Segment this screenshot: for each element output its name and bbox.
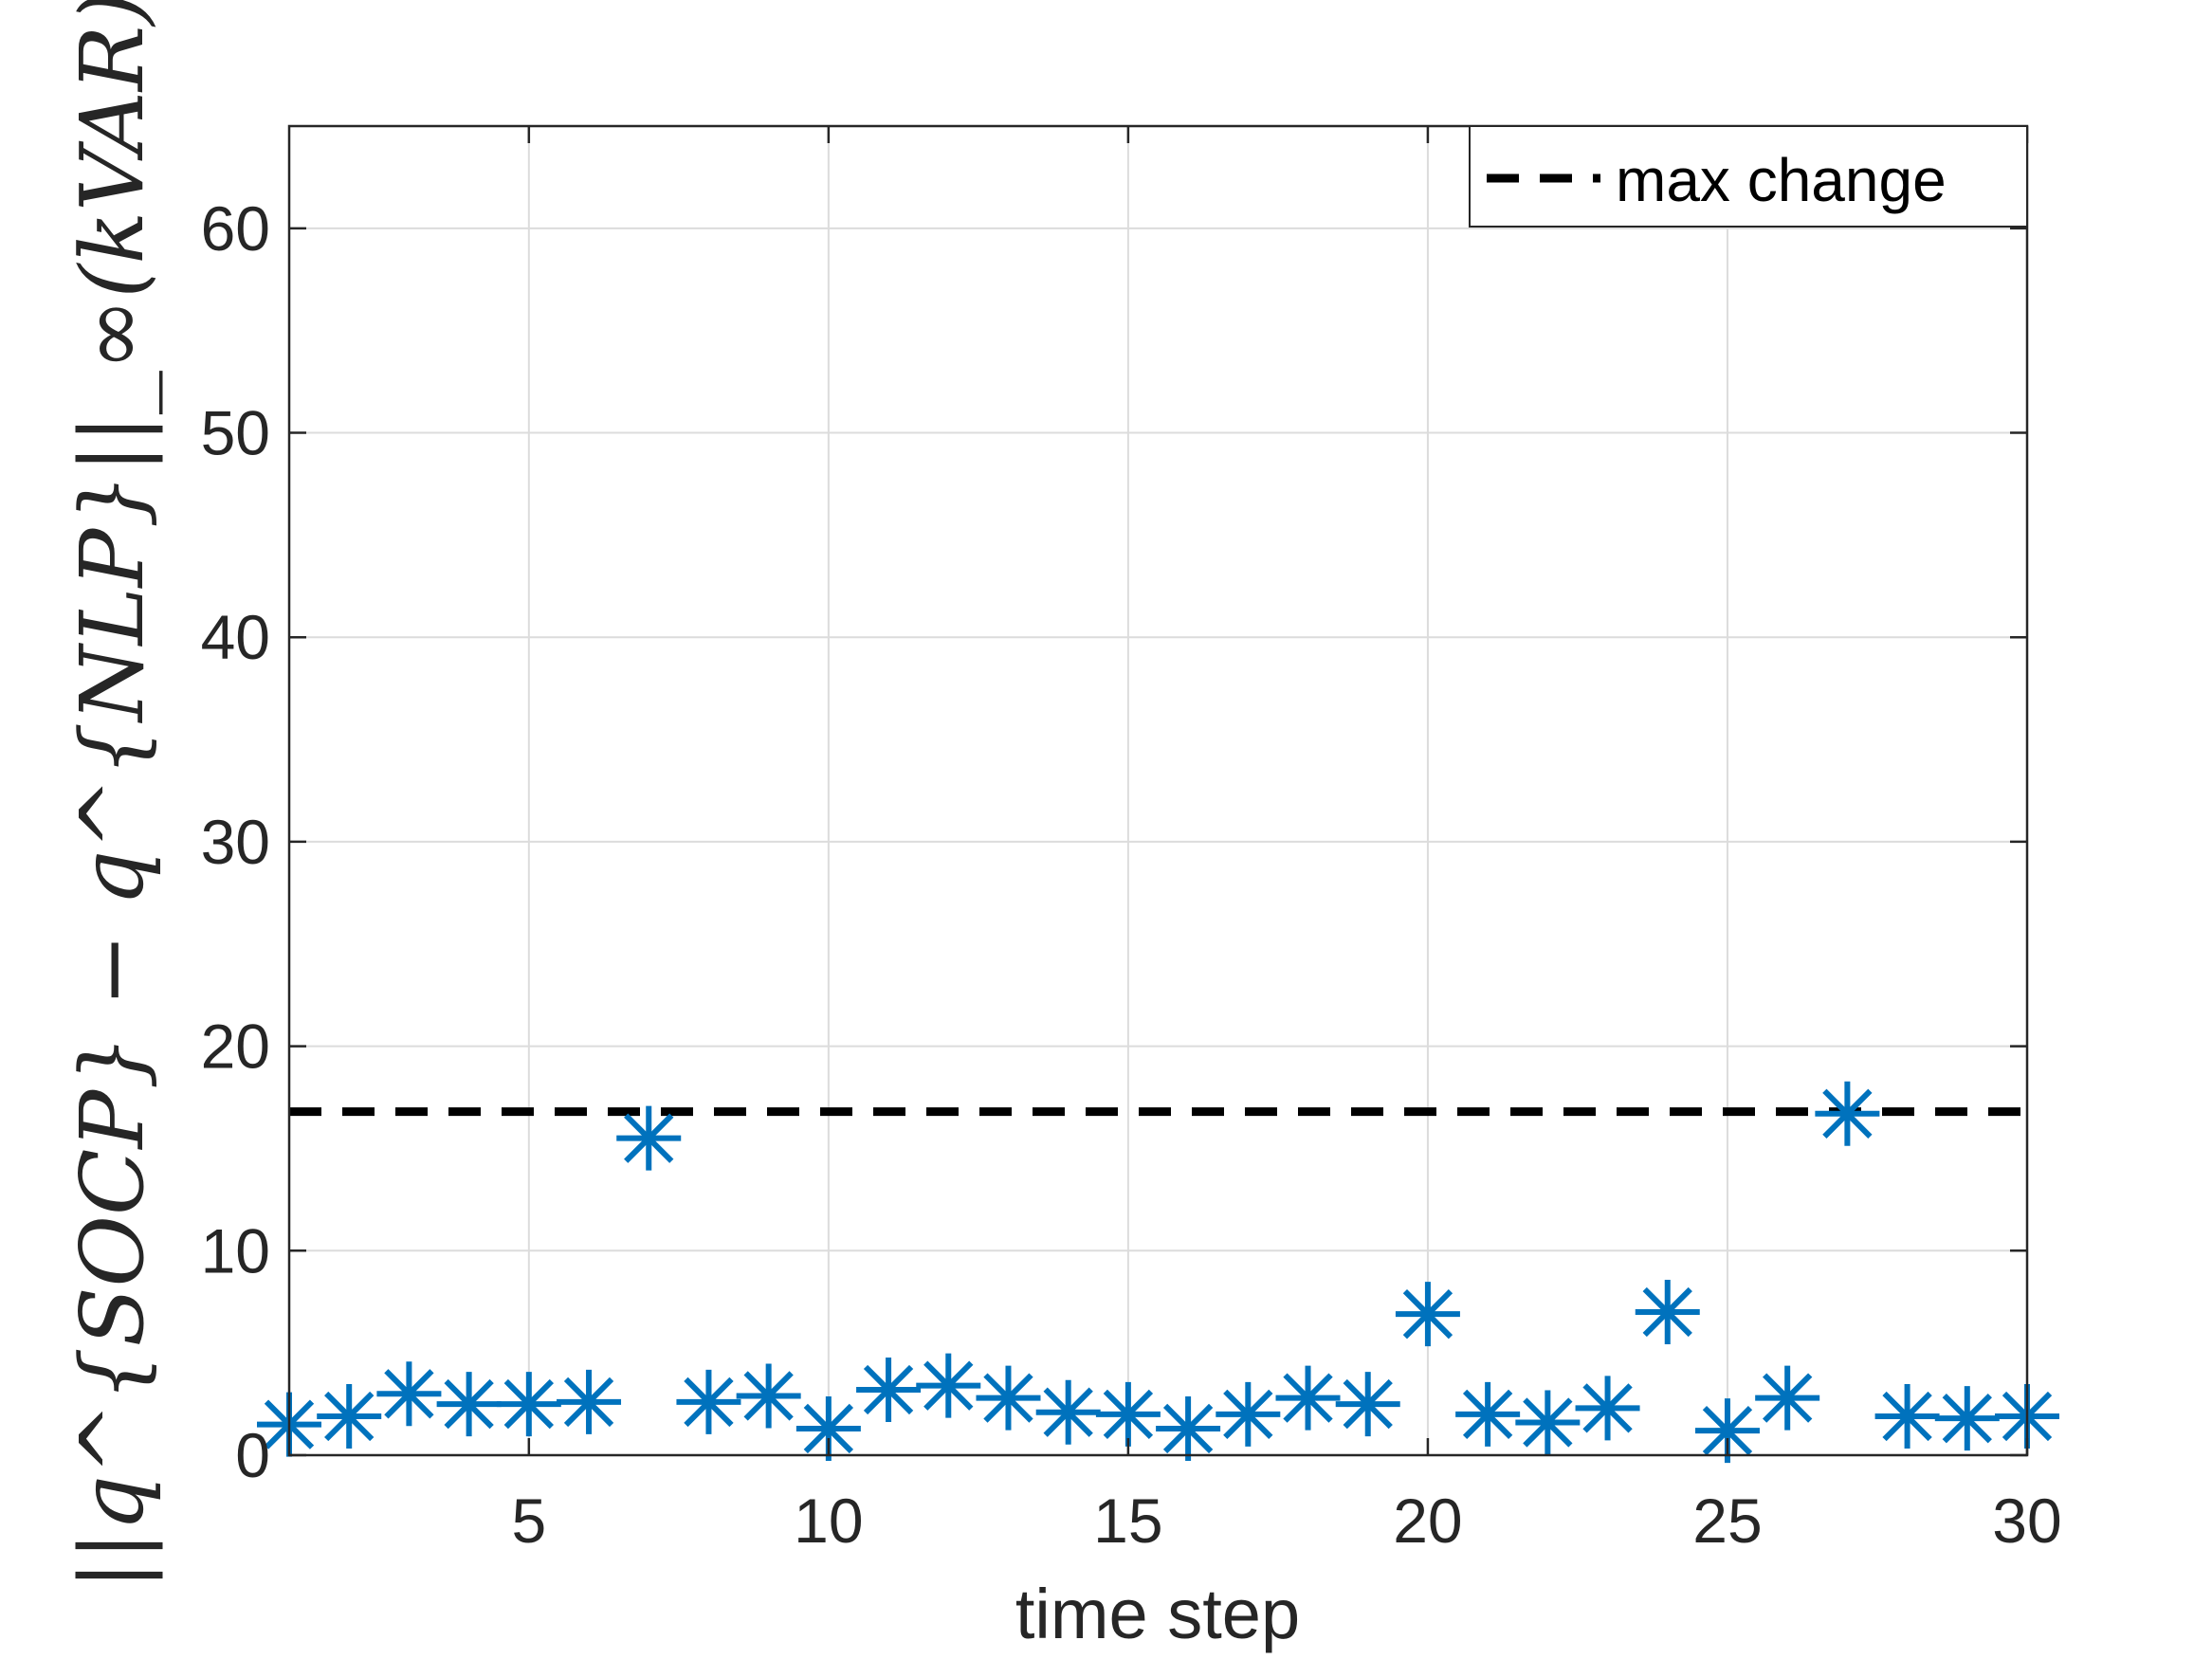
x-tick-label-20: 20 — [1393, 1486, 1462, 1556]
legend-entry-max-change: max change — [1616, 146, 1947, 214]
plot-frame — [287, 124, 2029, 1457]
data-point-27 — [1815, 1081, 1880, 1146]
y-tick-label-40: 40 — [201, 602, 270, 672]
x-tick-label-10: 10 — [794, 1486, 863, 1556]
data-point-14 — [1035, 1379, 1101, 1445]
y-tick-label-20: 20 — [201, 1012, 270, 1082]
data-point-21 — [1455, 1381, 1521, 1447]
data-point-20 — [1395, 1282, 1460, 1347]
data-point-18 — [1275, 1365, 1341, 1431]
x-tick-label-30: 30 — [1992, 1486, 2061, 1556]
x-tick-label-5: 5 — [511, 1486, 546, 1556]
data-point-26 — [1755, 1365, 1820, 1431]
data-markers — [257, 1081, 2059, 1464]
y-axis-label: ||q^{SOCP} − q^{NLP}||_∞(kVAR) — [62, 0, 163, 1590]
y-tick-label-0: 0 — [235, 1420, 270, 1490]
tick-labels: 5 10 15 20 25 30 0 10 20 30 40 50 60 — [201, 193, 2062, 1556]
y-tick-label-30: 30 — [201, 807, 270, 877]
data-point-23 — [1575, 1376, 1640, 1441]
data-point-9 — [736, 1363, 801, 1429]
data-point-2 — [317, 1384, 382, 1449]
data-point-4 — [436, 1372, 502, 1437]
data-point-7 — [616, 1105, 682, 1171]
data-point-8 — [676, 1369, 741, 1434]
data-point-11 — [856, 1357, 922, 1422]
legend: max change — [1469, 125, 2028, 228]
y-tick-label-10: 10 — [201, 1215, 270, 1285]
legend-box — [1469, 125, 2028, 228]
data-point-16 — [1156, 1395, 1221, 1461]
data-point-13 — [976, 1365, 1041, 1431]
y-tick-label-50: 50 — [201, 398, 270, 468]
data-point-15 — [1095, 1381, 1161, 1447]
x-axis-label: time step — [1015, 1575, 1300, 1653]
data-point-6 — [557, 1369, 622, 1434]
data-point-29 — [1934, 1386, 2000, 1451]
data-point-22 — [1515, 1390, 1581, 1455]
data-point-17 — [1216, 1381, 1281, 1447]
y-tick-label-60: 60 — [201, 193, 270, 264]
data-point-3 — [376, 1361, 442, 1427]
data-point-19 — [1335, 1372, 1400, 1437]
x-tick-label-15: 15 — [1093, 1486, 1162, 1556]
grid — [289, 126, 2028, 1455]
data-point-12 — [916, 1353, 981, 1418]
data-point-24 — [1635, 1280, 1700, 1345]
data-point-28 — [1874, 1384, 1940, 1449]
x-tick-label-25: 25 — [1692, 1486, 1762, 1556]
data-point-5 — [496, 1372, 561, 1437]
plot-area — [289, 126, 2027, 1455]
